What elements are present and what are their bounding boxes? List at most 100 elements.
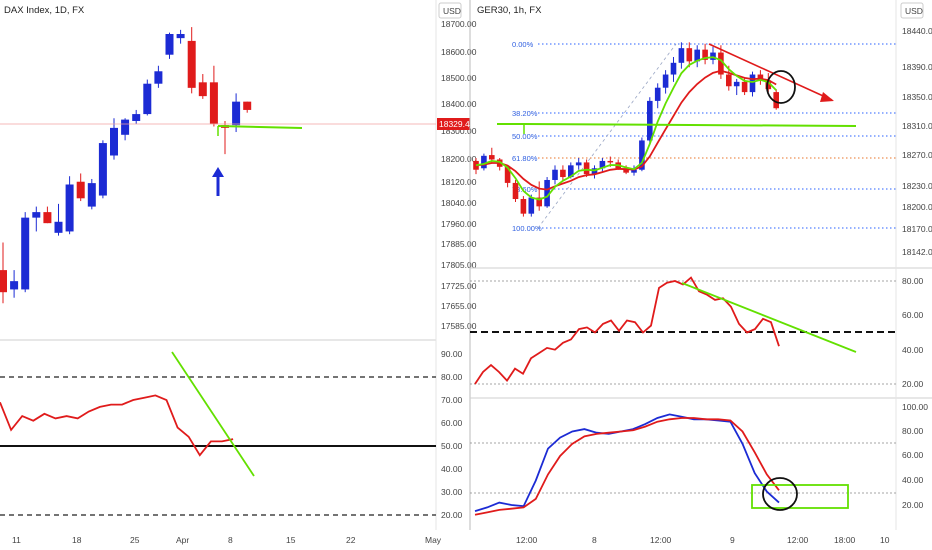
right-candle-body — [662, 74, 669, 88]
right-candle-body — [741, 81, 748, 93]
left-candle-body — [165, 33, 174, 55]
right-price-tick-label: 18350.00 — [902, 92, 932, 102]
left-x-tick-label: 22 — [346, 535, 356, 545]
right-price-tick-label: 18270.00 — [902, 150, 932, 160]
left-price-tick-label: 18040.00 — [441, 198, 477, 208]
stoch-tick-label: 40.00 — [902, 475, 924, 485]
left-price-tick-label: 17960.00 — [441, 219, 477, 229]
right-x-tick-label: 8 — [592, 535, 597, 545]
right-candle-body — [686, 48, 693, 62]
left-currency-box[interactable] — [438, 2, 462, 19]
right-candle-body — [607, 160, 614, 163]
fib-level-label: 100.00% — [512, 224, 542, 233]
left-candle-body — [121, 119, 130, 135]
left-price-tick-label: 17585.00 — [441, 321, 477, 331]
right-support-line — [497, 123, 857, 127]
right-x-tick-label: 10 — [880, 535, 890, 545]
right-candle-body — [575, 162, 582, 166]
right-candle-body — [504, 166, 511, 183]
right-candle-body — [552, 169, 558, 180]
left-candle-body — [143, 83, 152, 115]
right-rsi-tick-label: 40.00 — [902, 345, 924, 355]
right-rsi-tick-label: 80.00 — [902, 276, 924, 286]
right-rsi-tick-label: 20.00 — [902, 379, 924, 389]
left-rsi-tick-label: 40.00 — [441, 464, 463, 474]
right-candle-body — [528, 197, 535, 214]
right-candle-body — [544, 179, 550, 207]
stoch-tick-label: 80.00 — [902, 426, 924, 436]
left-chart[interactable]: DAX Index, 1D, FX USD 18700.0018600.0018… — [0, 0, 477, 545]
left-price-tag — [437, 118, 470, 130]
left-price-tick-label: 17655.00 — [441, 301, 477, 311]
right-candle-body — [694, 49, 700, 62]
left-candle-body — [154, 71, 163, 84]
right-candle-body — [678, 48, 685, 63]
right-chart-title: GER30, 1h, FX — [477, 5, 542, 16]
right-candle-body — [599, 160, 606, 169]
stoch-tick-label: 60.00 — [902, 450, 924, 460]
left-price-tick-label: 18300.00 — [441, 126, 477, 136]
right-candle-body — [718, 52, 724, 75]
left-support-line — [217, 125, 303, 129]
left-candle-body — [0, 270, 7, 293]
fib-level-label: 61.80% — [512, 154, 538, 163]
left-rsi-tick-label: 60.00 — [441, 418, 463, 428]
right-x-tick-label: 9 — [730, 535, 735, 545]
left-price-tick-label: 18120.00 — [441, 177, 477, 187]
left-rsi-tick-label: 50.00 — [441, 441, 463, 451]
stoch-tick-label: 20.00 — [902, 500, 924, 510]
right-price-tick-label: 18230.00 — [902, 181, 932, 191]
right-rsi-tick-label: 60.00 — [902, 310, 924, 320]
left-price-tick-label: 17725.00 — [441, 281, 477, 291]
left-candle-body — [243, 101, 252, 110]
left-chart-title: DAX Index, 1D, FX — [4, 5, 85, 16]
left-x-tick-label: 25 — [130, 535, 140, 545]
left-rsi-tick-label: 30.00 — [441, 487, 463, 497]
right-candle-body — [568, 165, 574, 178]
right-stoch-axis: 100.00 80.00 60.00 40.00 20.00 — [902, 402, 928, 510]
right-price-axis: 18440.00 18390.00 18350.00 18310.00 18270.00… — [902, 26, 932, 257]
right-candle-body — [654, 87, 661, 101]
stoch-oversold-box — [751, 484, 849, 509]
right-price-tick-label: 18390.00 — [902, 62, 932, 72]
right-candle-body — [726, 74, 732, 87]
left-candle-body — [176, 33, 185, 39]
left-candle-body — [65, 184, 74, 232]
stoch-d-line — [474, 417, 780, 516]
right-rsi-line — [474, 276, 780, 385]
left-price-tick-label: 18400.00 — [441, 99, 477, 109]
left-candle-body — [132, 114, 141, 121]
left-candle-body — [10, 281, 19, 290]
right-x-tick-label: 12:00 — [516, 535, 538, 545]
right-candle-body — [749, 74, 756, 93]
fib-level-label: 0.00% — [512, 40, 534, 49]
left-up-arrow-icon — [212, 167, 224, 196]
right-rsi-axis: 80.00 60.00 40.00 20.00 — [902, 276, 924, 389]
sma-line — [475, 56, 777, 201]
right-chart[interactable]: GER30, 1h, FX USD 18440.00 18390.00 18350.… — [469, 0, 932, 545]
right-price-tick-label: 18142.00 — [902, 247, 932, 257]
left-x-tick-label: 11 — [12, 535, 21, 545]
right-rsi-trendline — [681, 282, 857, 353]
fib-level-label: 38.20% — [512, 109, 538, 118]
left-x-tick-label: 18 — [72, 535, 82, 545]
left-candle-body — [232, 101, 241, 126]
left-rsi-line — [0, 394, 234, 457]
left-price-tick-label: 17885.00 — [441, 239, 477, 249]
right-x-tick-label: 12:00 — [787, 535, 809, 545]
right-candle-body — [631, 169, 637, 173]
left-rsi-tick-label: 20.00 — [441, 510, 463, 520]
fibonacci-levels: 0.00% 38.20% 50.00% 61.80% 78.60% 100.00% — [512, 40, 896, 233]
ema-line — [475, 69, 777, 191]
left-candle-body — [87, 183, 96, 207]
left-candle-body — [32, 212, 41, 218]
right-currency-box[interactable] — [900, 2, 924, 19]
left-candle-body — [76, 181, 85, 199]
left-x-tick-label: May — [425, 535, 442, 545]
left-candle-body — [54, 221, 63, 233]
fib-level-label: 50.00% — [512, 132, 538, 141]
left-price-tick-label: 18700.00 — [441, 19, 477, 29]
stoch-tick-label: 100.00 — [902, 402, 928, 412]
right-candle-body — [536, 197, 542, 207]
